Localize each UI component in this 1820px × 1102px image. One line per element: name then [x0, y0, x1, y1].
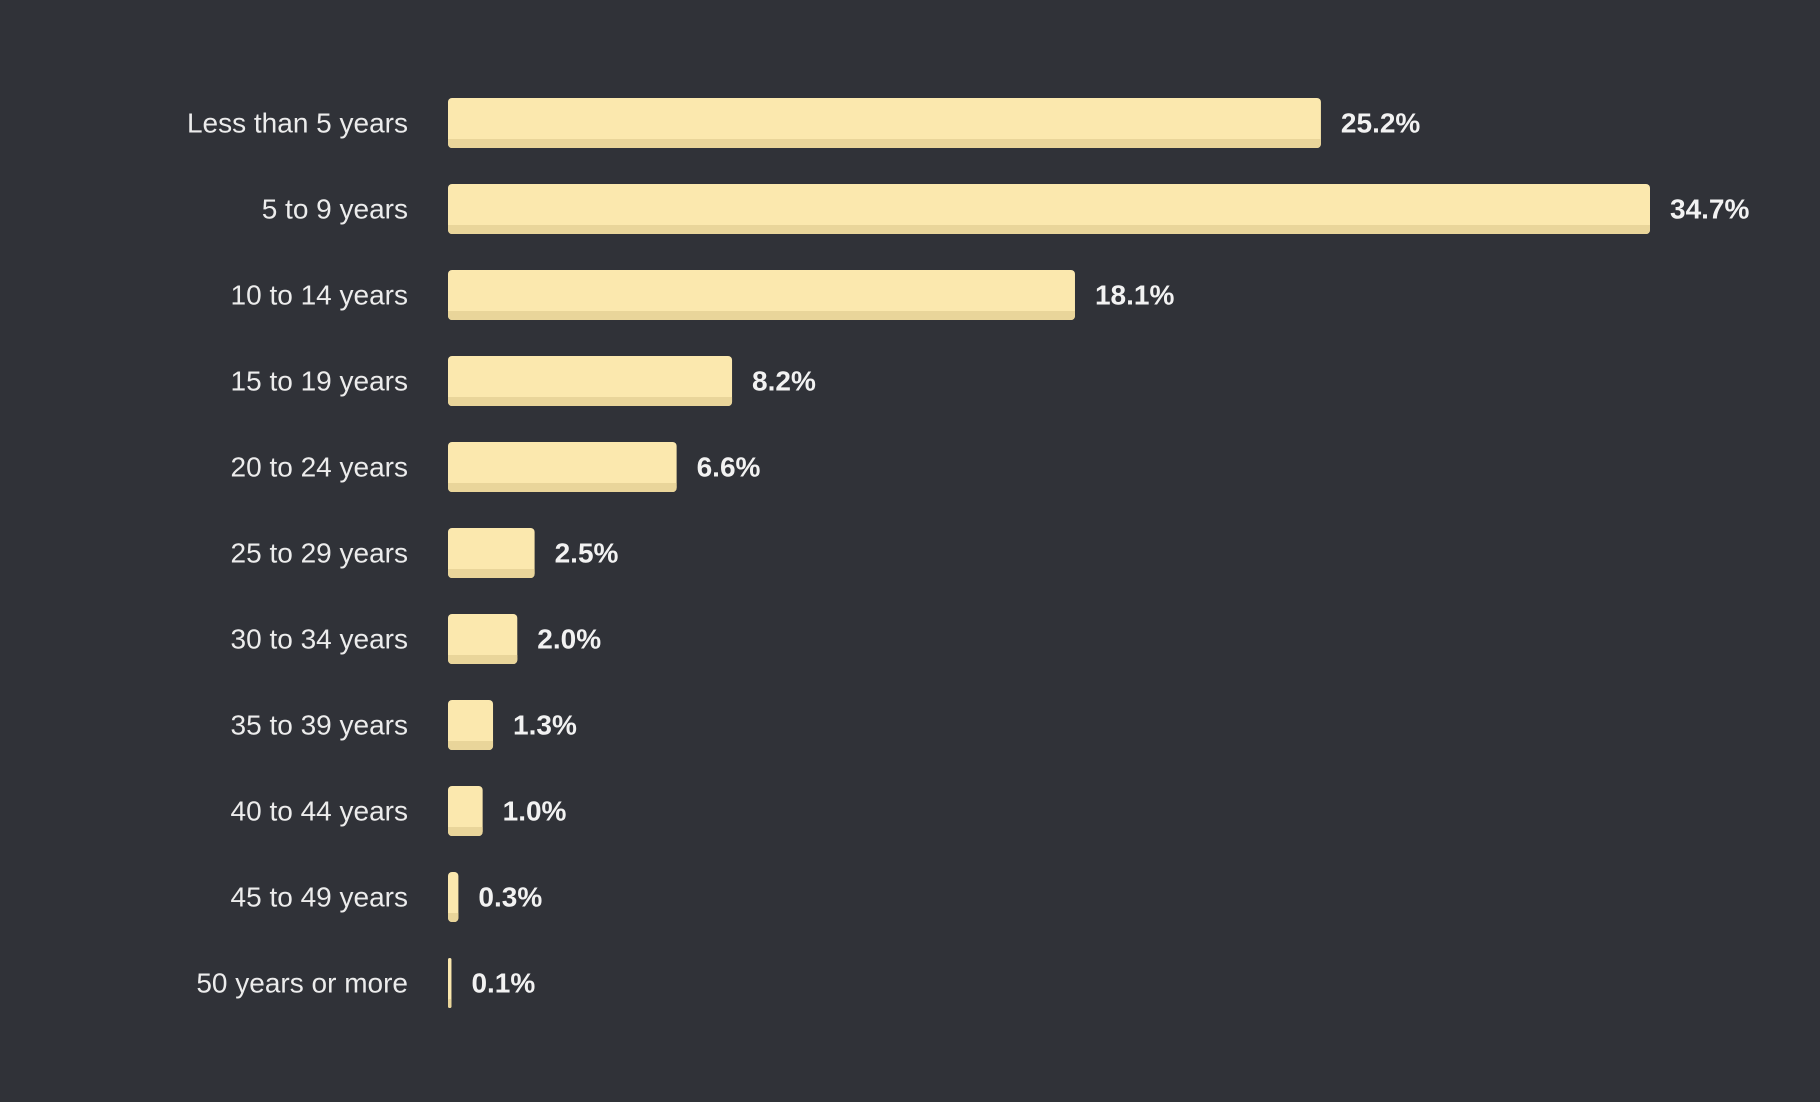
bar-fill: [448, 958, 452, 1008]
value-label: 2.0%: [537, 624, 601, 655]
bar-fill: [448, 528, 535, 578]
bar-shadow-top: [448, 397, 733, 401]
bar-shadow-top: [448, 655, 518, 659]
bar-fill: [448, 786, 483, 836]
bar: [448, 270, 1075, 320]
category-label: 50 years or more: [196, 968, 408, 999]
bar-shadow-top: [448, 741, 494, 745]
bar-fill: [448, 98, 1321, 148]
bar-shadow-top: [448, 827, 483, 831]
value-label: 1.0%: [503, 796, 567, 827]
bar-fill: [448, 442, 677, 492]
bar-shadow: [448, 999, 452, 1008]
bar-fill: [448, 184, 1650, 234]
category-label: 35 to 39 years: [231, 710, 408, 741]
bar: [448, 786, 483, 836]
value-label: 2.5%: [555, 538, 619, 569]
bar-shadow-top: [448, 569, 535, 573]
bar-shadow-top: [448, 225, 1650, 229]
category-label: 20 to 24 years: [231, 452, 408, 483]
bar: [448, 356, 733, 406]
bar: [448, 442, 677, 492]
bar: [448, 614, 518, 664]
category-label: 45 to 49 years: [231, 882, 408, 913]
bar-fill: [448, 700, 494, 750]
bar: [448, 872, 459, 922]
value-label: 6.6%: [697, 452, 761, 483]
category-label: Less than 5 years: [187, 108, 408, 139]
bar-shadow-top: [448, 311, 1075, 315]
category-label: 40 to 44 years: [231, 796, 408, 827]
value-label: 25.2%: [1341, 108, 1420, 139]
value-label: 18.1%: [1095, 280, 1174, 311]
category-label: 5 to 9 years: [262, 194, 408, 225]
bar-shadow-top: [448, 483, 677, 487]
bar-fill: [448, 872, 459, 922]
category-label: 25 to 29 years: [231, 538, 408, 569]
bar-shadow-top: [448, 139, 1321, 143]
category-label: 10 to 14 years: [231, 280, 408, 311]
bar-fill: [448, 614, 518, 664]
category-label: 30 to 34 years: [231, 624, 408, 655]
labels-layer: Less than 5 years 25.2% 5 to 9 years 34.7% 1…: [187, 108, 1750, 999]
value-label: 8.2%: [752, 366, 816, 397]
category-label: 15 to 19 years: [231, 366, 408, 397]
value-label: 34.7%: [1670, 194, 1749, 225]
bar-fill: [448, 270, 1075, 320]
bar: [448, 528, 535, 578]
bar-shadow-top: [448, 913, 459, 917]
value-label: 1.3%: [513, 710, 577, 741]
bar: [448, 700, 494, 750]
value-label: 0.3%: [478, 882, 542, 913]
bar: [448, 958, 452, 1008]
bar: [448, 184, 1650, 234]
bar: [448, 98, 1321, 148]
value-label: 0.1%: [471, 968, 535, 999]
bar-fill: [448, 356, 733, 406]
bars-layer: [448, 98, 1650, 1008]
